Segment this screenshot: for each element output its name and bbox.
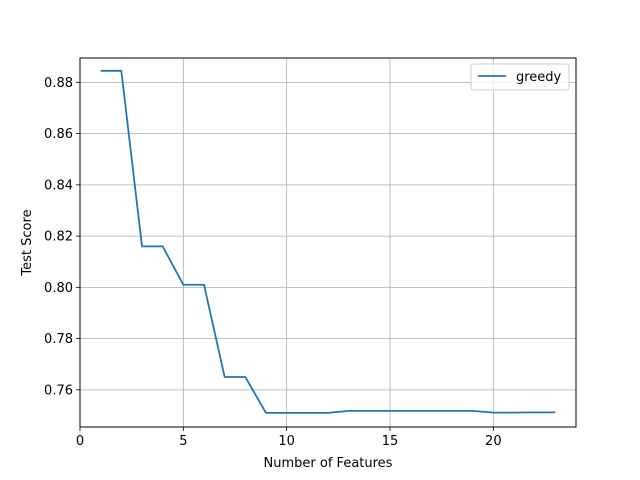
y-axis: 0.76 0.78 0.80 0.82 0.84 0.86 0.88 [44, 76, 80, 398]
grid [79, 58, 576, 427]
y-axis-label: Test Score [20, 209, 35, 276]
legend-label-greedy: greedy [516, 70, 562, 85]
x-axis: 0 5 10 15 20 [76, 427, 502, 449]
series-layer [100, 69, 556, 414]
y-tick-label: 0.80 [44, 281, 73, 296]
x-tick-label: 20 [485, 434, 502, 449]
legend: greedy [470, 63, 570, 91]
plot-frame [79, 57, 577, 428]
x-tick-label: 15 [382, 434, 399, 449]
y-tick-label: 0.86 [44, 127, 73, 142]
x-axis-label: Number of Features [264, 456, 393, 471]
x-tick-label: 10 [278, 434, 295, 449]
series-line-greedy [100, 69, 556, 414]
y-tick-label: 0.78 [44, 332, 73, 347]
y-tick-label: 0.76 [44, 383, 73, 398]
y-tick-label: 0.88 [44, 76, 73, 91]
y-tick-label: 0.82 [44, 230, 73, 245]
y-tick-label: 0.84 [44, 178, 73, 193]
legend-box [470, 63, 570, 91]
x-tick-label: 0 [76, 434, 84, 449]
x-tick-label: 5 [179, 434, 187, 449]
